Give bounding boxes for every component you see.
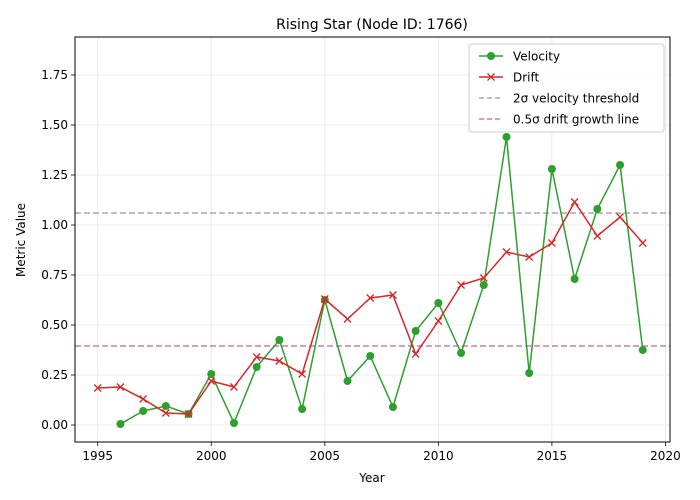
data-point-velocity bbox=[570, 275, 579, 283]
legend-velocity-threshold-label: 2σ velocity threshold bbox=[513, 92, 639, 106]
data-point-drift bbox=[230, 383, 238, 391]
data-point-drift bbox=[161, 409, 170, 417]
y-tick-label: 1.50 bbox=[41, 118, 68, 132]
data-point-drift bbox=[547, 239, 556, 247]
y-tick-label: 0.25 bbox=[41, 368, 68, 382]
data-point-velocity bbox=[275, 336, 284, 344]
data-point-velocity bbox=[525, 369, 534, 377]
legend-drift-marker bbox=[487, 73, 495, 81]
data-point-drift bbox=[343, 315, 352, 323]
data-point-drift bbox=[388, 291, 397, 299]
data-point-velocity bbox=[479, 281, 488, 289]
legend-velocity-marker bbox=[487, 52, 495, 60]
data-point-velocity bbox=[116, 420, 125, 428]
data-point-velocity bbox=[547, 165, 556, 173]
x-tick-label: 2020 bbox=[650, 449, 681, 463]
data-point-velocity bbox=[139, 407, 148, 415]
data-point-velocity bbox=[229, 419, 238, 427]
data-point-velocity bbox=[207, 370, 216, 378]
data-point-velocity bbox=[616, 161, 625, 169]
data-point-drift bbox=[593, 232, 602, 240]
reference-lines bbox=[75, 212, 670, 347]
data-point-drift bbox=[502, 248, 511, 256]
data-point-drift bbox=[457, 281, 466, 289]
x-tick-label: 2000 bbox=[196, 449, 227, 463]
y-tick-label: 1.75 bbox=[41, 68, 68, 82]
data-point-drift bbox=[525, 253, 534, 261]
data-point-drift bbox=[298, 370, 307, 378]
data-point-drift bbox=[207, 377, 216, 385]
y-tick-label: 1.00 bbox=[41, 218, 68, 232]
y-tick-label: 0.50 bbox=[41, 318, 68, 332]
x-axis-ticks: 1995 2000 2005 2010 2015 2020 bbox=[82, 442, 681, 463]
plot-frame bbox=[74, 36, 671, 443]
grid bbox=[75, 37, 670, 442]
y-tick-label: 0.75 bbox=[41, 268, 68, 282]
data-point-velocity bbox=[161, 402, 170, 410]
series-group bbox=[93, 133, 647, 428]
data-point-drift bbox=[275, 357, 284, 365]
x-axis-label: Year bbox=[358, 471, 384, 485]
data-point-drift bbox=[366, 294, 375, 302]
legend-box bbox=[468, 43, 665, 133]
data-point-drift bbox=[616, 213, 624, 221]
legend: Velocity Drift 2σ velocity threshold 0.5… bbox=[468, 43, 665, 133]
chart-title: Rising Star (Node ID: 1766) bbox=[276, 17, 468, 33]
data-point-velocity bbox=[457, 349, 466, 357]
data-point-drift bbox=[139, 395, 148, 403]
data-point-drift bbox=[93, 384, 102, 392]
data-point-drift bbox=[411, 350, 420, 358]
y-tick-label: 1.25 bbox=[41, 168, 68, 182]
x-tick-label: 2005 bbox=[310, 449, 341, 463]
y-tick-label: 0.00 bbox=[41, 418, 68, 432]
data-point-velocity bbox=[252, 363, 261, 371]
data-point-velocity bbox=[434, 299, 443, 307]
x-tick-label: 2015 bbox=[537, 449, 568, 463]
data-point-drift bbox=[638, 239, 647, 247]
y-axis-ticks: 0.00 0.25 0.50 0.75 1.00 1.25 1.50 1.75 bbox=[41, 68, 75, 432]
legend-drift-growth-label: 0.5σ drift growth line bbox=[513, 113, 639, 127]
series-line-velocity bbox=[120, 136, 644, 425]
data-point-drift bbox=[116, 383, 125, 391]
data-point-velocity bbox=[593, 205, 602, 213]
data-point-drift bbox=[184, 410, 193, 418]
y-axis-label: Metric Value bbox=[14, 203, 28, 277]
data-point-drift bbox=[434, 317, 443, 325]
x-tick-label: 2010 bbox=[423, 449, 454, 463]
data-point-velocity bbox=[502, 133, 511, 141]
data-point-velocity bbox=[388, 403, 397, 411]
data-point-drift bbox=[252, 353, 261, 361]
data-point-velocity bbox=[638, 346, 647, 354]
data-point-velocity bbox=[343, 377, 352, 385]
legend-velocity-label: Velocity bbox=[513, 50, 560, 64]
data-point-drift bbox=[320, 295, 329, 303]
data-point-velocity bbox=[411, 327, 420, 335]
data-point-velocity bbox=[366, 352, 375, 360]
legend-drift-label: Drift bbox=[513, 71, 540, 85]
data-point-velocity bbox=[298, 405, 307, 413]
x-tick-label: 1995 bbox=[82, 449, 113, 463]
data-point-drift bbox=[479, 274, 488, 282]
data-point-drift bbox=[570, 198, 579, 206]
